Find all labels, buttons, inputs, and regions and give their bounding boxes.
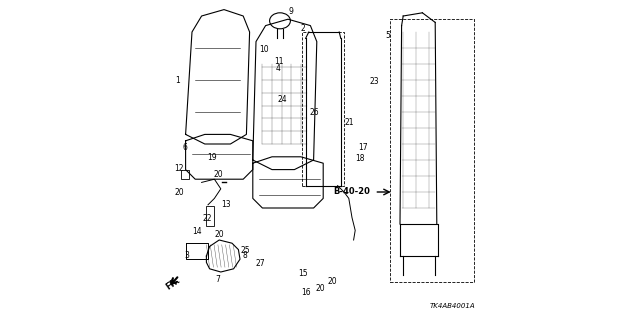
Text: 4: 4 bbox=[275, 64, 280, 73]
Text: 21: 21 bbox=[345, 118, 354, 127]
Text: 18: 18 bbox=[355, 154, 365, 163]
Text: 19: 19 bbox=[207, 153, 217, 162]
Text: 20: 20 bbox=[316, 284, 326, 293]
Text: 3: 3 bbox=[185, 252, 189, 260]
Text: 11: 11 bbox=[275, 57, 284, 66]
Text: 15: 15 bbox=[298, 269, 308, 278]
Text: 24: 24 bbox=[277, 95, 287, 104]
Text: 8: 8 bbox=[243, 252, 248, 260]
Text: TK4AB4001A: TK4AB4001A bbox=[429, 303, 475, 309]
Bar bbox=[181, 170, 189, 179]
Text: FR.: FR. bbox=[164, 275, 182, 291]
Text: 25: 25 bbox=[241, 246, 251, 255]
Text: 6: 6 bbox=[182, 143, 188, 152]
Text: 14: 14 bbox=[192, 227, 202, 236]
Text: 2: 2 bbox=[301, 24, 306, 33]
Text: 20: 20 bbox=[213, 170, 223, 179]
Text: 10: 10 bbox=[259, 45, 269, 54]
Text: 16: 16 bbox=[301, 288, 310, 297]
Text: 27: 27 bbox=[255, 259, 265, 268]
Text: 12: 12 bbox=[174, 164, 183, 172]
Text: 26: 26 bbox=[310, 108, 319, 117]
Text: 17: 17 bbox=[358, 143, 368, 152]
Text: 22: 22 bbox=[203, 214, 212, 223]
Text: 13: 13 bbox=[221, 200, 230, 209]
Text: B-40-20: B-40-20 bbox=[333, 188, 371, 196]
Text: 20: 20 bbox=[174, 188, 184, 197]
Text: 20: 20 bbox=[327, 277, 337, 286]
Text: 20: 20 bbox=[214, 230, 224, 239]
Text: 9: 9 bbox=[288, 7, 293, 16]
Text: 23: 23 bbox=[370, 77, 380, 86]
Text: 1: 1 bbox=[175, 76, 180, 84]
Text: 7: 7 bbox=[216, 275, 221, 284]
Bar bbox=[206, 206, 214, 226]
Text: 5: 5 bbox=[385, 31, 390, 40]
